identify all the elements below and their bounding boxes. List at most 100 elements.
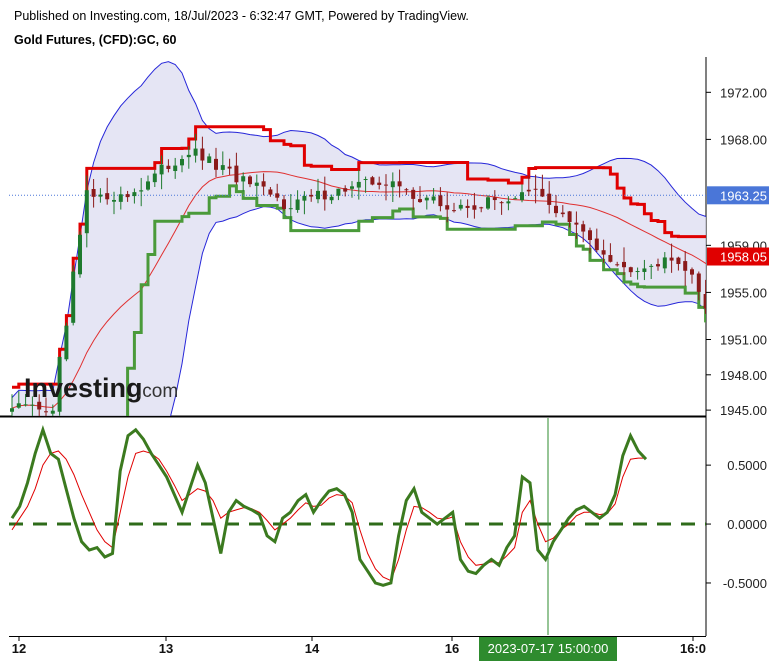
candle[interactable] (696, 271, 701, 301)
candle[interactable] (282, 195, 286, 211)
candle[interactable] (390, 172, 395, 202)
candle[interactable] (356, 169, 361, 200)
candle[interactable] (37, 394, 42, 416)
candle[interactable] (384, 174, 388, 201)
candle[interactable] (533, 174, 538, 204)
candle[interactable] (241, 172, 246, 192)
candle[interactable] (322, 176, 327, 211)
candle[interactable] (186, 146, 191, 169)
candle[interactable] (261, 173, 266, 196)
candle[interactable] (772, 242, 776, 258)
candle[interactable] (581, 220, 586, 243)
candle[interactable] (234, 152, 239, 185)
candle[interactable] (220, 151, 225, 176)
candle[interactable] (193, 133, 198, 163)
candle[interactable] (465, 199, 470, 218)
candle[interactable] (302, 191, 307, 215)
candle[interactable] (78, 231, 82, 278)
candle[interactable] (594, 228, 599, 253)
candle[interactable] (731, 297, 735, 324)
candle[interactable] (683, 251, 688, 287)
candle[interactable] (418, 186, 422, 203)
candle[interactable] (377, 176, 382, 190)
candle[interactable] (622, 247, 626, 275)
candle[interactable] (30, 396, 35, 419)
candle[interactable] (635, 267, 640, 280)
candle[interactable] (554, 195, 558, 218)
candle[interactable] (180, 155, 184, 173)
candle[interactable] (499, 201, 504, 215)
candle[interactable] (316, 178, 320, 204)
candle[interactable] (23, 394, 28, 407)
candle[interactable] (703, 279, 708, 314)
candle[interactable] (452, 202, 456, 213)
candle[interactable] (608, 243, 613, 263)
candle[interactable] (207, 153, 212, 164)
candle[interactable] (397, 169, 402, 198)
candle[interactable] (669, 243, 674, 273)
candle[interactable] (132, 188, 137, 204)
candle[interactable] (166, 159, 171, 173)
candle[interactable] (118, 186, 123, 210)
candle[interactable] (540, 174, 545, 198)
candle[interactable] (656, 258, 660, 271)
candle[interactable] (105, 177, 110, 205)
candle[interactable] (662, 252, 667, 274)
candle[interactable] (690, 267, 694, 284)
candle[interactable] (343, 185, 348, 197)
candle[interactable] (173, 157, 178, 179)
candle[interactable] (513, 196, 518, 200)
candle[interactable] (214, 147, 218, 177)
candle[interactable] (458, 199, 463, 211)
candle[interactable] (601, 239, 606, 263)
candle[interactable] (16, 391, 21, 409)
candle[interactable] (486, 195, 490, 210)
candle[interactable] (526, 175, 531, 196)
candle[interactable] (370, 175, 375, 186)
candle[interactable] (710, 294, 714, 323)
candle[interactable] (200, 136, 205, 170)
candle[interactable] (57, 356, 62, 416)
candle[interactable] (350, 181, 354, 198)
candle[interactable] (98, 188, 103, 203)
candle[interactable] (227, 158, 232, 175)
candle[interactable] (329, 194, 334, 204)
candle[interactable] (424, 195, 429, 210)
candle[interactable] (295, 190, 300, 213)
candle[interactable] (642, 259, 647, 281)
candle[interactable] (431, 188, 436, 204)
candle[interactable] (288, 194, 293, 224)
candle[interactable] (588, 227, 592, 254)
candle[interactable] (275, 183, 280, 202)
candle[interactable] (112, 191, 116, 215)
candle[interactable] (479, 206, 484, 213)
candle[interactable] (71, 265, 76, 326)
candle[interactable] (567, 210, 572, 228)
price-pane[interactable] (9, 61, 777, 519)
candle[interactable] (44, 397, 48, 420)
candle[interactable] (152, 169, 157, 188)
candle[interactable] (64, 322, 69, 362)
candle[interactable] (309, 189, 314, 202)
oscillator-pane[interactable] (9, 418, 706, 636)
candle[interactable] (91, 178, 96, 208)
candle[interactable] (254, 174, 259, 199)
candle[interactable] (10, 394, 14, 418)
candle[interactable] (336, 188, 341, 201)
candle[interactable] (445, 192, 450, 223)
candle[interactable] (159, 155, 164, 190)
candle[interactable] (724, 310, 728, 332)
candle[interactable] (547, 181, 552, 214)
candle[interactable] (404, 187, 409, 195)
candle[interactable] (50, 404, 55, 417)
candle[interactable] (84, 175, 89, 248)
candle[interactable] (438, 187, 443, 212)
candle[interactable] (506, 196, 511, 211)
candle[interactable] (649, 263, 654, 279)
candle[interactable] (751, 268, 755, 284)
candle[interactable] (574, 211, 579, 239)
candle[interactable] (248, 175, 252, 188)
candle[interactable] (520, 184, 524, 203)
candle[interactable] (125, 190, 130, 202)
